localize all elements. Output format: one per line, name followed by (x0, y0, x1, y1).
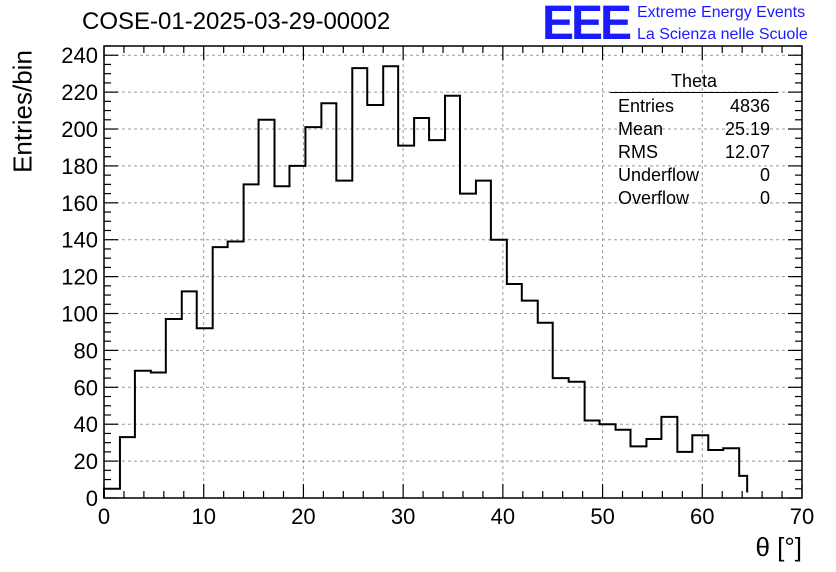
plot-frame (103, 45, 803, 499)
histogram-bin (661, 417, 677, 498)
x-tick-label: 40 (491, 504, 515, 529)
y-tick-label: 180 (61, 154, 98, 179)
histogram-bin (616, 430, 631, 498)
histogram-bin (336, 181, 352, 498)
histogram-bin (383, 66, 398, 498)
histogram-bin (429, 140, 445, 498)
histogram-bin (151, 373, 166, 498)
histogram-bin (414, 118, 429, 498)
y-tick-label: 220 (61, 80, 98, 105)
histogram-bin (305, 127, 321, 498)
histogram-bin (646, 439, 661, 498)
histogram-bin (708, 450, 723, 498)
stat-row-mean: Mean 25.19 (610, 118, 778, 141)
stat-label: Underflow (618, 165, 700, 185)
stats-title: Theta (610, 70, 778, 93)
histogram-bin (491, 240, 507, 498)
histogram-bin (367, 105, 383, 498)
histogram-bin (275, 186, 290, 498)
histogram-bin (723, 448, 739, 498)
plot-title: COSE-01-2025-03-29-00002 (82, 8, 391, 35)
stat-label: RMS (618, 142, 658, 162)
y-tick-label: 200 (61, 117, 98, 142)
stat-value: 25.19 (724, 119, 770, 139)
y-tick-label: 0 (86, 486, 98, 511)
x-tick-label: 10 (191, 504, 215, 529)
stat-value: 0 (759, 188, 770, 208)
histogram-bin (476, 181, 491, 498)
stat-label: Entries (618, 96, 675, 116)
x-tick-label: 60 (690, 504, 714, 529)
logo-line-1: Extreme Energy Events (637, 4, 806, 21)
x-tick-label: 70 (790, 504, 814, 529)
y-tick-label: 60 (74, 375, 98, 400)
histogram-bin (507, 284, 522, 498)
histogram-bin (739, 476, 747, 498)
histogram-bin (213, 247, 228, 498)
histogram-bin (135, 371, 151, 498)
stat-row-underflow: Underflow 0 (610, 164, 778, 187)
histogram-bin (104, 489, 120, 498)
histogram-bin (197, 328, 213, 498)
histogram-bin (445, 96, 460, 498)
x-axis-label: θ [°] (755, 532, 802, 562)
histogram-bin (289, 166, 305, 498)
y-tick-label: 80 (74, 338, 98, 363)
histogram-bin (182, 291, 197, 498)
stat-row-overflow: Overflow 0 (610, 187, 778, 210)
histogram-bin (569, 382, 585, 498)
histogram-bin (321, 103, 336, 498)
histogram-bin (352, 68, 367, 498)
stat-row-entries: Entries 4836 (610, 95, 778, 118)
stat-value: 0 (759, 165, 770, 185)
y-tick-label: 120 (61, 265, 98, 290)
y-tick-label: 240 (61, 43, 98, 68)
stat-label: Mean (618, 119, 664, 139)
stat-value: 4836 (729, 96, 770, 116)
x-tick-label: 0 (98, 504, 110, 529)
histogram-bin (460, 194, 476, 498)
histogram-bin (538, 323, 553, 498)
x-tick-label: 20 (291, 504, 315, 529)
logo-line-2: La Scienza nelle Scuole (637, 26, 808, 43)
y-tick-label: 40 (74, 412, 98, 437)
histogram-bin (630, 446, 646, 498)
histogram-bin (244, 184, 259, 498)
x-tick-label: 30 (391, 504, 415, 529)
stats-box: Theta Entries 4836 Mean 25.19 RMS 12.07 … (610, 70, 778, 210)
histogram-bin (677, 452, 692, 498)
stat-value: 12.07 (724, 142, 770, 162)
y-axis-label: Entries/bin (7, 50, 38, 173)
histogram-bin (259, 120, 275, 498)
eee-logo: EEE (542, 0, 632, 50)
histogram-bin (585, 421, 600, 498)
stat-label: Overflow (618, 188, 690, 208)
y-tick-label: 20 (74, 449, 98, 474)
histogram-bin (522, 301, 538, 498)
histogram-bin (166, 319, 182, 498)
histogram-bin (692, 435, 708, 498)
y-tick-label: 160 (61, 191, 98, 216)
y-tick-label: 140 (61, 228, 98, 253)
histogram-bin (228, 242, 244, 498)
histogram-bin (398, 146, 414, 498)
x-tick-label: 50 (590, 504, 614, 529)
histogram-line (103, 65, 749, 498)
y-tick-label: 100 (61, 302, 98, 327)
stat-row-rms: RMS 12.07 (610, 141, 778, 164)
histogram-bin (553, 378, 569, 498)
histogram-bin (120, 437, 135, 498)
